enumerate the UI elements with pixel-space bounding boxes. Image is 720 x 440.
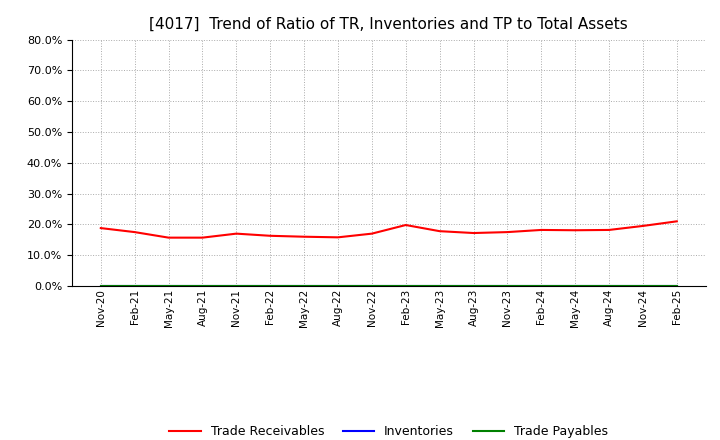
Inventories: [164, 283, 173, 289]
Trade Receivables: [300, 234, 308, 239]
Trade Payables: [130, 283, 139, 289]
Inventories: [300, 283, 308, 289]
Inventories: [333, 283, 342, 289]
Inventories: [537, 283, 546, 289]
Trade Payables: [198, 283, 207, 289]
Inventories: [232, 283, 240, 289]
Trade Payables: [96, 283, 105, 289]
Trade Receivables: [469, 231, 478, 236]
Inventories: [266, 283, 274, 289]
Inventories: [198, 283, 207, 289]
Inventories: [367, 283, 376, 289]
Inventories: [96, 283, 105, 289]
Trade Receivables: [266, 233, 274, 238]
Trade Receivables: [571, 227, 580, 233]
Inventories: [436, 283, 444, 289]
Trade Payables: [503, 283, 512, 289]
Trade Receivables: [503, 230, 512, 235]
Trade Payables: [672, 283, 681, 289]
Trade Receivables: [232, 231, 240, 236]
Inventories: [503, 283, 512, 289]
Inventories: [571, 283, 580, 289]
Inventories: [605, 283, 613, 289]
Trade Receivables: [639, 223, 647, 229]
Trade Payables: [436, 283, 444, 289]
Trade Receivables: [367, 231, 376, 236]
Trade Payables: [266, 283, 274, 289]
Trade Receivables: [333, 235, 342, 240]
Trade Receivables: [537, 227, 546, 233]
Trade Receivables: [130, 230, 139, 235]
Trade Payables: [300, 283, 308, 289]
Inventories: [469, 283, 478, 289]
Inventories: [130, 283, 139, 289]
Trade Payables: [164, 283, 173, 289]
Trade Receivables: [198, 235, 207, 240]
Trade Receivables: [402, 222, 410, 227]
Inventories: [672, 283, 681, 289]
Trade Receivables: [96, 225, 105, 231]
Legend: Trade Receivables, Inventories, Trade Payables: Trade Receivables, Inventories, Trade Pa…: [164, 420, 613, 440]
Trade Payables: [469, 283, 478, 289]
Trade Receivables: [436, 228, 444, 234]
Trade Payables: [571, 283, 580, 289]
Trade Payables: [333, 283, 342, 289]
Inventories: [639, 283, 647, 289]
Trade Payables: [367, 283, 376, 289]
Trade Receivables: [672, 219, 681, 224]
Line: Trade Receivables: Trade Receivables: [101, 221, 677, 238]
Trade Payables: [639, 283, 647, 289]
Trade Receivables: [164, 235, 173, 240]
Trade Payables: [605, 283, 613, 289]
Trade Payables: [402, 283, 410, 289]
Trade Payables: [537, 283, 546, 289]
Inventories: [402, 283, 410, 289]
Trade Receivables: [605, 227, 613, 233]
Title: [4017]  Trend of Ratio of TR, Inventories and TP to Total Assets: [4017] Trend of Ratio of TR, Inventories…: [150, 16, 628, 32]
Trade Payables: [232, 283, 240, 289]
